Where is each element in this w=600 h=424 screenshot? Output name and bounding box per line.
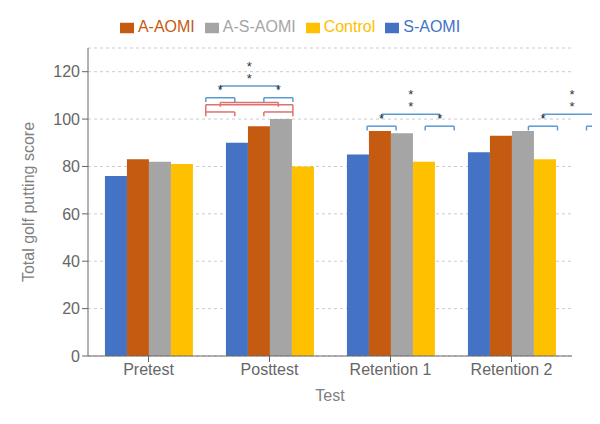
svg-text:*: * bbox=[437, 111, 442, 126]
svg-text:*: * bbox=[569, 87, 574, 102]
svg-text:40: 40 bbox=[62, 253, 80, 270]
svg-text:*: * bbox=[379, 111, 384, 126]
svg-text:60: 60 bbox=[62, 206, 80, 223]
svg-text:100: 100 bbox=[53, 111, 80, 128]
svg-text:*: * bbox=[540, 111, 545, 126]
svg-text:Retention 2: Retention 2 bbox=[471, 361, 553, 378]
svg-text:20: 20 bbox=[62, 300, 80, 317]
svg-text:Total golf putting score: Total golf putting score bbox=[20, 122, 37, 282]
svg-text:*: * bbox=[408, 87, 413, 102]
svg-text:Retention 1: Retention 1 bbox=[350, 361, 432, 378]
svg-text:120: 120 bbox=[53, 63, 80, 80]
svg-text:*: * bbox=[276, 82, 281, 97]
svg-text:Posttest: Posttest bbox=[241, 361, 299, 378]
html-text:S-AOMI: S-AOMI bbox=[403, 18, 461, 35]
html-text:Control: Control bbox=[323, 18, 376, 35]
svg-text:Pretest: Pretest bbox=[123, 361, 174, 378]
html-text:A-S-AOMI: A-S-AOMI bbox=[222, 18, 296, 35]
svg-text:*: * bbox=[218, 82, 223, 97]
html-text:A-AOMI: A-AOMI bbox=[137, 18, 195, 35]
svg-text:0: 0 bbox=[71, 348, 80, 365]
svg-text:*: * bbox=[247, 59, 252, 74]
svg-text:80: 80 bbox=[62, 158, 80, 175]
svg-text:Test: Test bbox=[315, 387, 345, 404]
